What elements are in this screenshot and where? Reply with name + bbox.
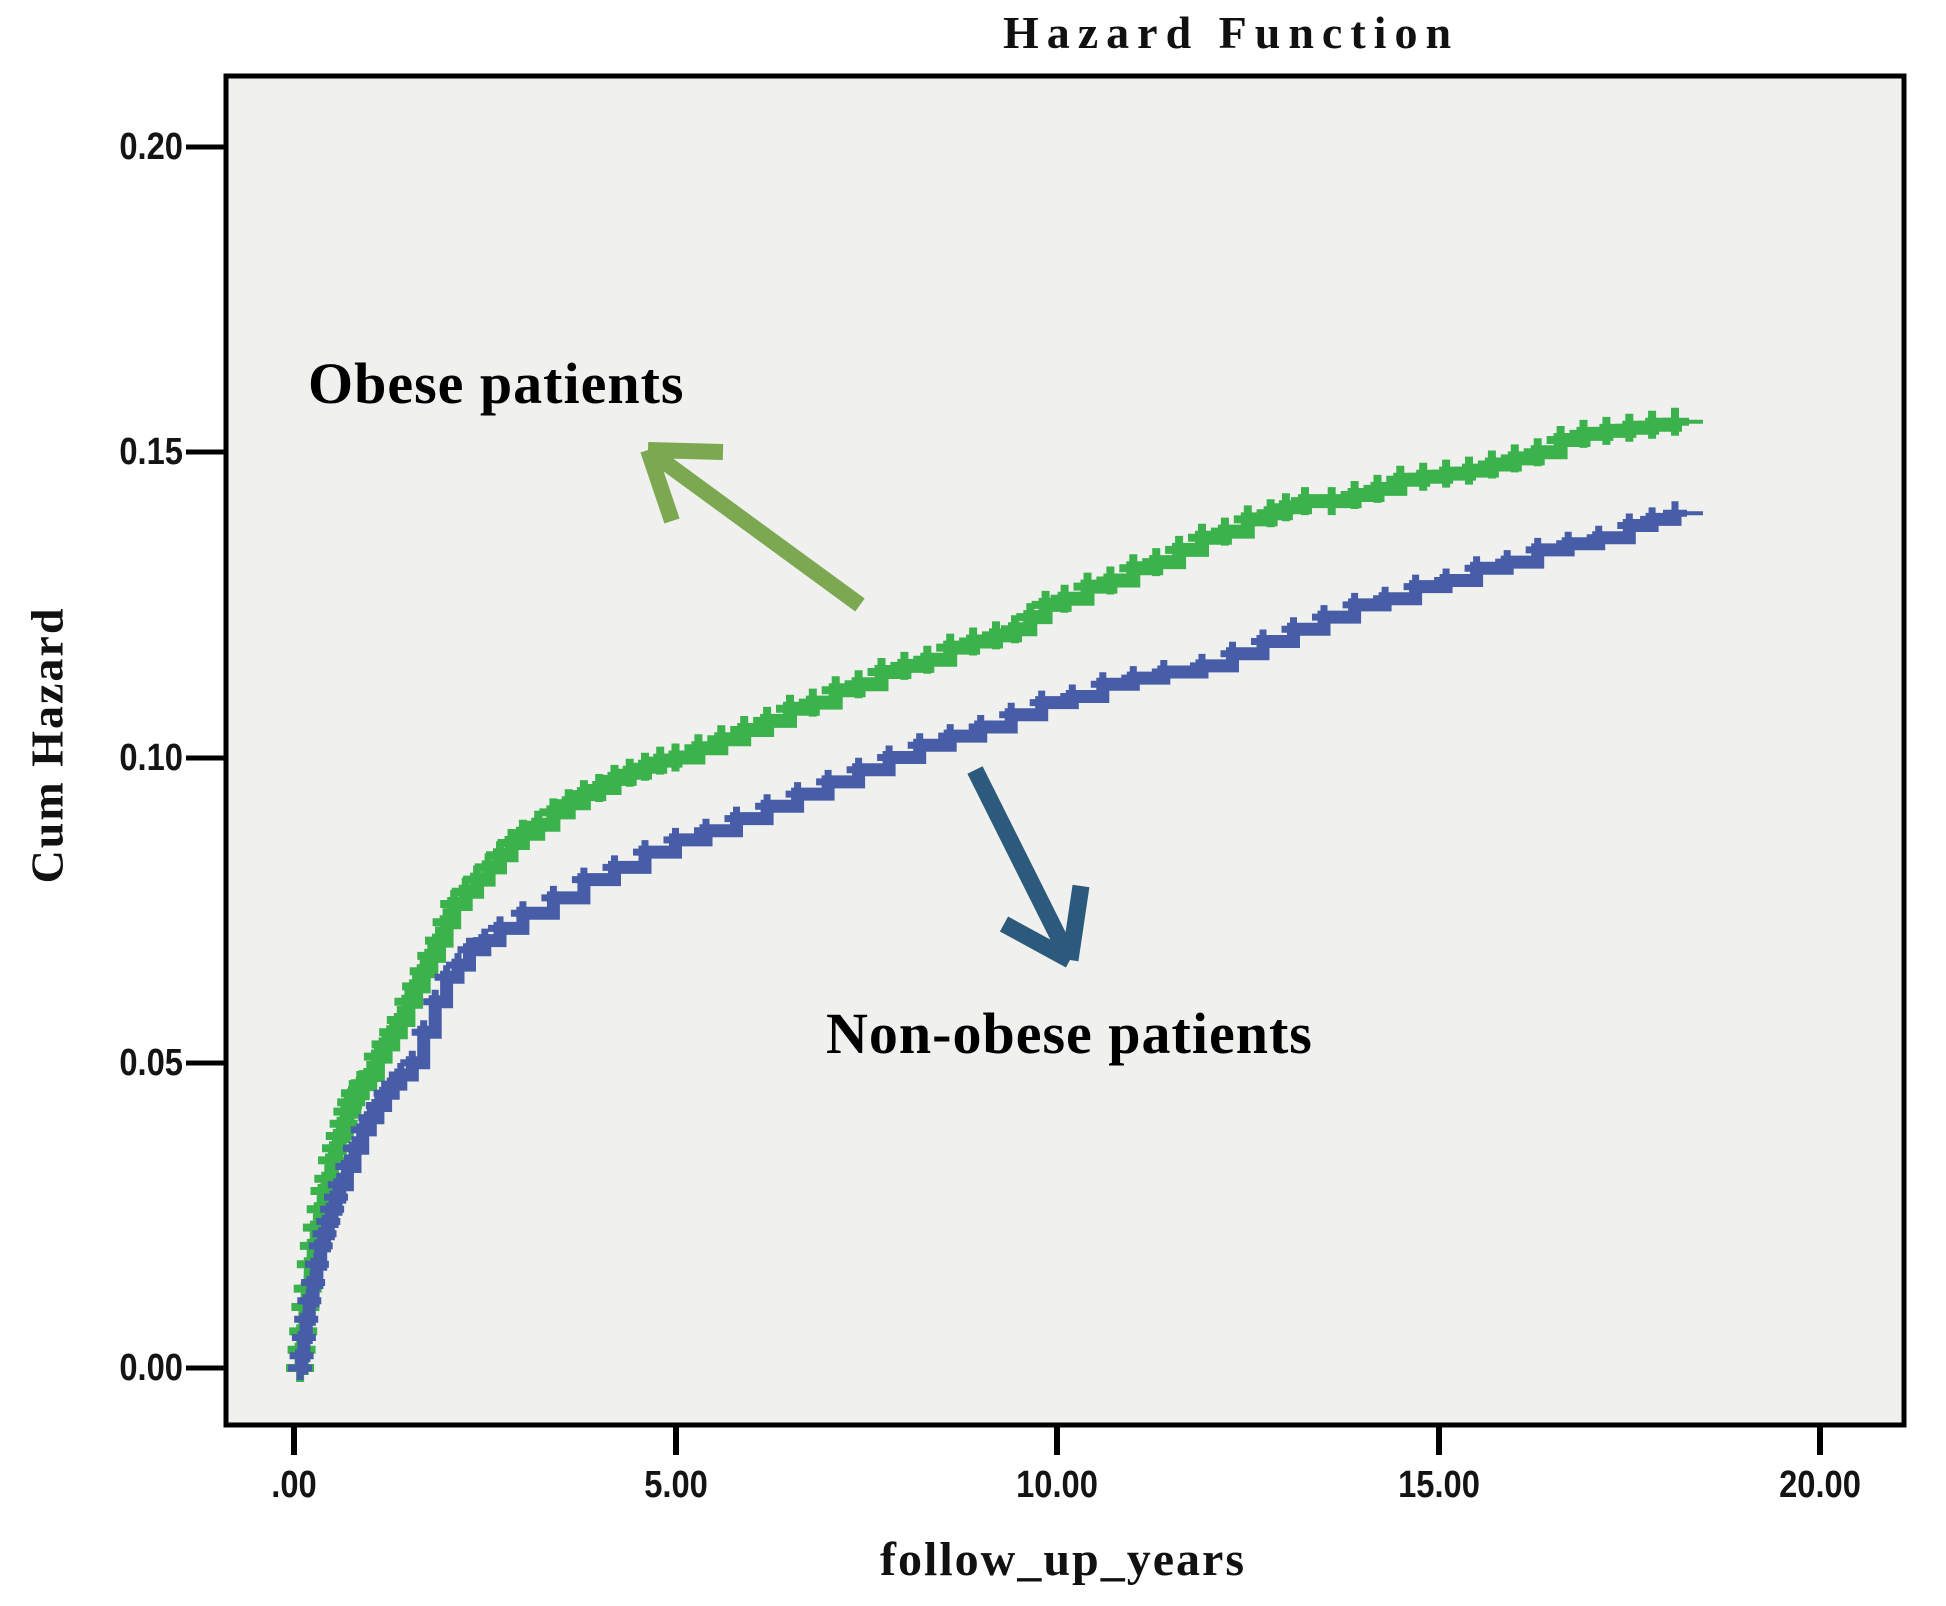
non-obese-patients-label: Non-obese patients bbox=[826, 1001, 1313, 1066]
chart-title: Hazard Function bbox=[1002, 7, 1460, 58]
x-tick-label-5: 5.00 bbox=[644, 1464, 708, 1506]
obese-arrow bbox=[640, 442, 865, 612]
y-tick-label-0.00: 0.00 bbox=[119, 1347, 183, 1389]
y-axis-tick-marks bbox=[186, 144, 226, 1371]
plot-area bbox=[223, 73, 1907, 1428]
y-tick-label-0.10: 0.10 bbox=[119, 737, 183, 779]
x-tick-label-10: 10.00 bbox=[1016, 1464, 1098, 1506]
y-axis-title: Cum Hazard bbox=[21, 606, 73, 884]
y-tick-label-0.15: 0.15 bbox=[119, 431, 183, 473]
y-tick-label-0.05: 0.05 bbox=[119, 1042, 183, 1084]
obese-patients-label: Obese patients bbox=[308, 351, 685, 416]
x-axis-tick-marks bbox=[291, 1425, 1823, 1455]
non-obese-curve bbox=[288, 501, 1703, 1380]
y-tick-label-0.20: 0.20 bbox=[119, 126, 183, 168]
x-axis-title: follow_up_years bbox=[880, 1533, 1246, 1586]
x-tick-label-15: 15.00 bbox=[1398, 1464, 1480, 1506]
x-tick-label-0: .00 bbox=[271, 1464, 317, 1506]
non-obese-arrow bbox=[967, 766, 1090, 968]
x-tick-label-20: 20.00 bbox=[1779, 1464, 1861, 1506]
